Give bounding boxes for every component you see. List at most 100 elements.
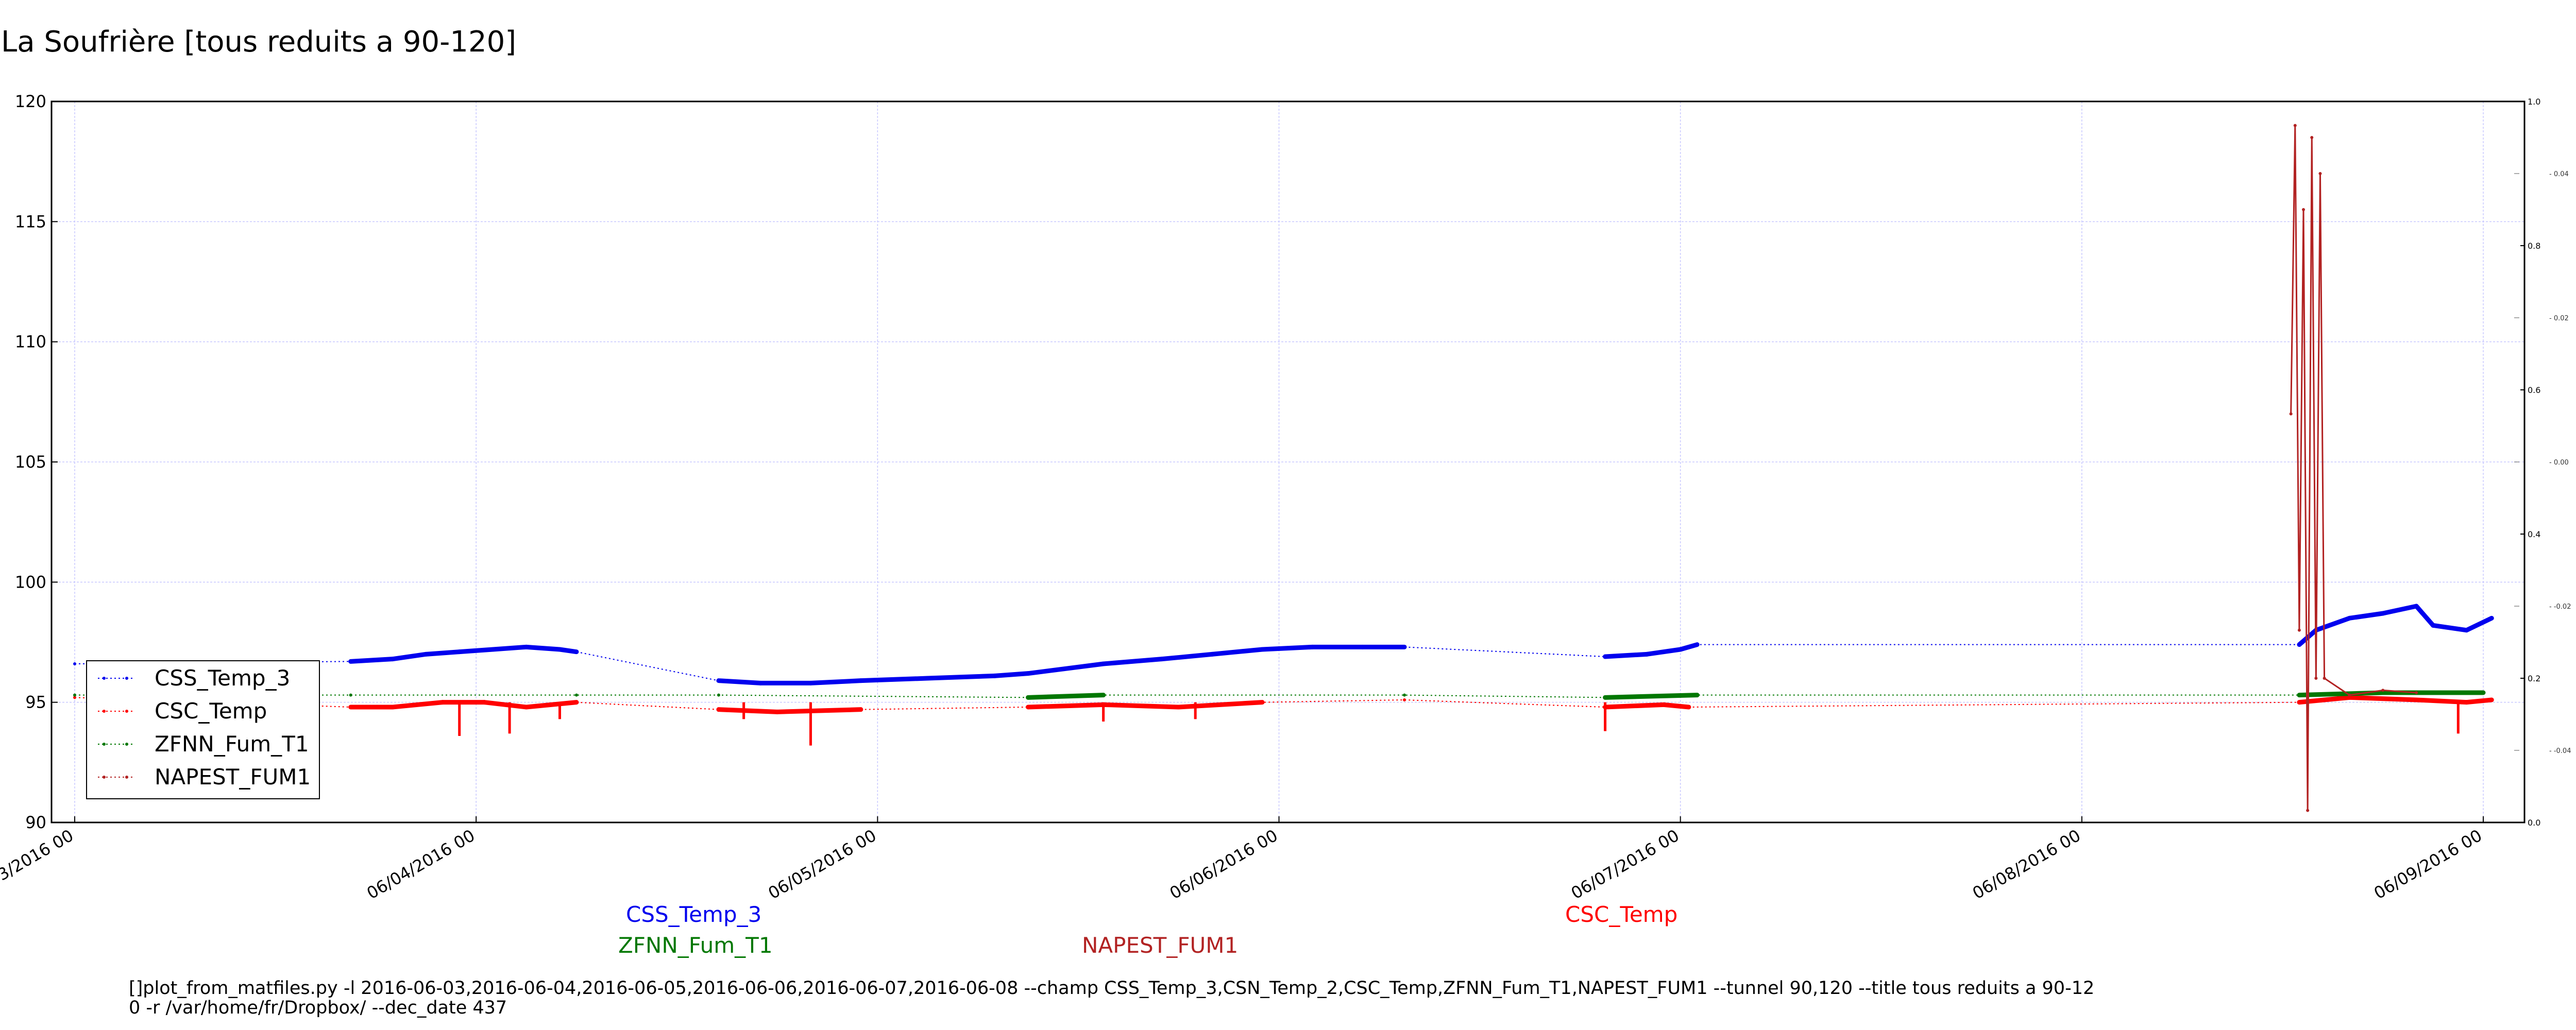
series-layer [73, 124, 2494, 812]
legend-marker [125, 710, 128, 713]
data-point [2490, 616, 2494, 620]
data-point [2415, 605, 2418, 608]
legend-label: CSS_Temp_3 [155, 665, 290, 691]
command-line-2: 0 -r /var/home/fr/Dropbox/ --dec_date 43… [129, 998, 507, 1018]
data-point [1603, 696, 1607, 699]
data-point [759, 681, 762, 685]
right-inner-tick-label: - 0.04 [2549, 170, 2569, 178]
data-point [2348, 696, 2351, 699]
data-point [1679, 648, 1682, 651]
data-point [2415, 691, 2418, 694]
data-point [2465, 628, 2468, 632]
data-point [1101, 693, 1105, 697]
y-tick-label: 120 [15, 92, 46, 111]
series-segment [2431, 623, 2469, 633]
series-segment [2464, 615, 2494, 633]
data-point [1696, 693, 1699, 697]
data-point [2293, 124, 2297, 127]
command-line-1: []plot_from_matfiles.py -l 2016-06-03,20… [129, 978, 2094, 999]
series-segment [1026, 693, 1106, 700]
data-point [2297, 643, 2301, 646]
series-segment [2464, 697, 2494, 705]
series-segment [2380, 604, 2419, 616]
legend-label: ZFNN_Fum_T1 [155, 731, 309, 757]
data-point [1402, 645, 1406, 649]
x-tick-label: 06/09/2016 00 [2370, 826, 2485, 903]
chart-title: La Soufrière [tous reduits a 90-120] [1, 25, 516, 59]
data-point [717, 679, 720, 682]
series-segment [524, 644, 562, 652]
data-point [2348, 616, 2351, 620]
series-css-temp-3 [73, 604, 2494, 685]
legend-item-csc-temp: CSC_Temp [98, 698, 267, 724]
right-tick-label: 0.8 [2528, 241, 2540, 251]
legend-marker [103, 776, 106, 779]
series-segment [482, 700, 529, 710]
y-tick-label: 105 [15, 452, 46, 472]
series-segment [557, 647, 579, 655]
data-point [2482, 691, 2485, 694]
legend-marker [125, 776, 128, 779]
data-point [1160, 657, 1164, 661]
data-point [775, 710, 779, 714]
series-segment [1101, 702, 1181, 710]
right-tick-label: 0.6 [2528, 385, 2540, 395]
series-segment [2313, 615, 2352, 633]
series-segment [1645, 647, 1683, 657]
series-segment [2414, 697, 2469, 705]
series-zfnn-fum-t1 [73, 690, 2486, 700]
series-segment [2347, 611, 2385, 621]
data-point [1210, 653, 1214, 656]
x-tick-label: 06/06/2016 00 [1166, 826, 1281, 903]
series-segment [1210, 647, 1265, 657]
x-tick-label: 06/08/2016 00 [1969, 826, 2084, 903]
legend-marker [103, 677, 106, 680]
right-inner-tick-label: - 0.02 [2549, 315, 2569, 322]
plot-area [52, 101, 2524, 822]
series-segment [925, 673, 997, 681]
data-point [73, 696, 76, 699]
y-tick-label: 100 [15, 572, 46, 592]
series-line-solid [2290, 125, 2417, 811]
data-point [2381, 691, 2385, 694]
series-segment [1101, 657, 1164, 666]
series-segment [1026, 661, 1106, 676]
y-axis-ticks: 90 95 100 105 110 115 120 [15, 92, 58, 832]
series-segment [1678, 642, 1700, 652]
data-point [391, 706, 394, 709]
series-segment [348, 657, 395, 664]
data-point [524, 706, 528, 709]
data-point [1026, 706, 1030, 709]
legend-marker [103, 710, 106, 713]
right-axis-ticks: 0.0 0.2 0.4 0.6 0.8 1.0 - -0.04 - -0.02 - 0.00 - … [2514, 97, 2571, 828]
data-point [717, 708, 720, 711]
legend-label: NAPEST_FUM1 [155, 764, 311, 789]
data-point [2490, 698, 2494, 701]
data-point [859, 708, 862, 711]
series-segment [1026, 702, 1106, 710]
series-segment [524, 700, 579, 710]
series-segment [1661, 702, 1691, 710]
data-point [73, 662, 76, 665]
annotation-csc-temp: CSC_Temp [1565, 902, 1677, 927]
data-point [1311, 645, 1314, 649]
y-tick-label: 95 [25, 693, 46, 712]
annotation-css-temp-3: CSS_Temp_3 [626, 902, 761, 927]
data-point [2314, 677, 2318, 680]
series-segment [2347, 695, 2419, 702]
data-point [1261, 700, 1264, 704]
data-point [441, 700, 445, 704]
legend-label: CSC_Temp [155, 698, 267, 724]
data-point [1687, 706, 1690, 709]
data-point [1261, 648, 1264, 651]
legend-marker [103, 743, 106, 746]
right-tick-label: 1.0 [2528, 97, 2540, 107]
y-tick-label: 115 [15, 212, 46, 231]
x-axis-ticks: 06/03/2016 00 06/04/2016 00 06/05/2016 00 0… [0, 816, 2485, 903]
series-segment [1176, 700, 1265, 710]
legend-marker [125, 677, 128, 680]
data-point [2431, 624, 2435, 627]
series-segment [1603, 651, 1650, 659]
data-point [1026, 696, 1030, 699]
data-point [1603, 655, 1607, 658]
